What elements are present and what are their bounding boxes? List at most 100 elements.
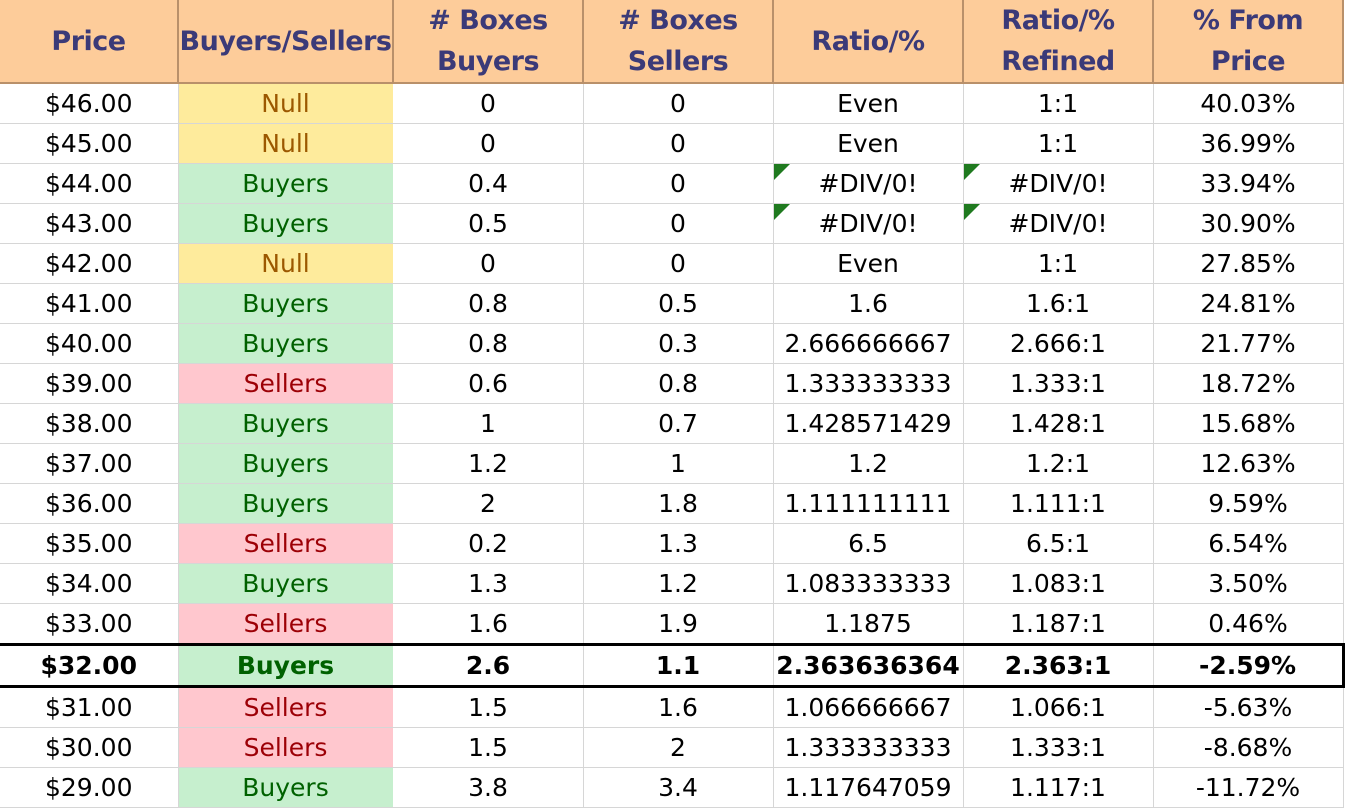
price-cell[interactable]: $44.00 bbox=[0, 163, 179, 204]
ratio-cell[interactable]: #DIV/0! bbox=[773, 203, 964, 244]
ratio-cell[interactable]: 1.6 bbox=[773, 283, 964, 324]
buyers-sellers-cell[interactable]: Sellers bbox=[178, 686, 393, 728]
ratio-cell[interactable]: 1.2 bbox=[773, 443, 964, 484]
price-cell[interactable]: $43.00 bbox=[0, 203, 179, 244]
buyers-sellers-cell[interactable]: Buyers bbox=[178, 563, 393, 604]
boxes-buyers-cell[interactable]: 0 bbox=[393, 123, 584, 164]
boxes-sellers-cell[interactable]: 0.8 bbox=[583, 363, 774, 404]
buyers-sellers-cell[interactable]: Buyers bbox=[178, 403, 393, 444]
boxes-buyers-cell[interactable]: 1.5 bbox=[393, 686, 584, 728]
buyers-sellers-cell[interactable]: Buyers bbox=[178, 767, 393, 808]
ratio-refined-cell[interactable]: 1.6:1 bbox=[963, 283, 1154, 324]
price-cell[interactable]: $39.00 bbox=[0, 363, 179, 404]
pct-from-price-cell[interactable]: 24.81% bbox=[1153, 283, 1344, 324]
pct-from-price-cell[interactable]: 30.90% bbox=[1153, 203, 1344, 244]
boxes-buyers-cell[interactable]: 0.5 bbox=[393, 203, 584, 244]
ratio-cell[interactable]: Even bbox=[773, 83, 964, 124]
header-boxes-sellers[interactable]: # Boxes Sellers bbox=[583, 0, 774, 84]
boxes-sellers-cell[interactable]: 1.3 bbox=[583, 523, 774, 564]
boxes-buyers-cell[interactable]: 1.3 bbox=[393, 563, 584, 604]
header-ratio[interactable]: Ratio/% bbox=[773, 0, 964, 84]
ratio-cell[interactable]: 1.333333333 bbox=[773, 727, 964, 768]
pct-from-price-cell[interactable]: 0.46% bbox=[1153, 603, 1344, 645]
pct-from-price-cell[interactable]: 9.59% bbox=[1153, 483, 1344, 524]
ratio-refined-cell[interactable]: 2.363:1 bbox=[963, 643, 1154, 688]
ratio-refined-cell[interactable]: 1.428:1 bbox=[963, 403, 1154, 444]
boxes-buyers-cell[interactable]: 0.2 bbox=[393, 523, 584, 564]
ratio-cell[interactable]: 1.428571429 bbox=[773, 403, 964, 444]
boxes-buyers-cell[interactable]: 1.2 bbox=[393, 443, 584, 484]
price-cell[interactable]: $31.00 bbox=[0, 686, 179, 728]
price-cell[interactable]: $42.00 bbox=[0, 243, 179, 284]
price-cell[interactable]: $29.00 bbox=[0, 767, 179, 808]
error-indicator-icon[interactable] bbox=[773, 164, 790, 180]
boxes-sellers-cell[interactable]: 0.7 bbox=[583, 403, 774, 444]
boxes-sellers-cell[interactable]: 0 bbox=[583, 203, 774, 244]
boxes-sellers-cell[interactable]: 0 bbox=[583, 243, 774, 284]
error-indicator-icon[interactable] bbox=[773, 204, 790, 220]
price-cell[interactable]: $36.00 bbox=[0, 483, 179, 524]
header-buyers-sellers[interactable]: Buyers/Sellers bbox=[178, 0, 394, 84]
boxes-sellers-cell[interactable]: 1 bbox=[583, 443, 774, 484]
boxes-sellers-cell[interactable]: 0 bbox=[583, 163, 774, 204]
header-boxes-buyers[interactable]: # Boxes Buyers bbox=[393, 0, 584, 84]
boxes-buyers-cell[interactable]: 0 bbox=[393, 83, 584, 124]
ratio-cell[interactable]: Even bbox=[773, 243, 964, 284]
header-pct-from-price[interactable]: % From Price bbox=[1153, 0, 1344, 84]
ratio-cell[interactable]: 1.083333333 bbox=[773, 563, 964, 604]
pct-from-price-cell[interactable]: -5.63% bbox=[1153, 686, 1344, 728]
ratio-refined-cell[interactable]: 2.666:1 bbox=[963, 323, 1154, 364]
ratio-cell[interactable]: 2.363636364 bbox=[773, 643, 964, 688]
buyers-sellers-cell[interactable]: Sellers bbox=[178, 363, 393, 404]
buyers-sellers-cell[interactable]: Buyers bbox=[178, 163, 393, 204]
boxes-sellers-cell[interactable]: 1.2 bbox=[583, 563, 774, 604]
boxes-buyers-cell[interactable]: 0.8 bbox=[393, 283, 584, 324]
buyers-sellers-cell[interactable]: Buyers bbox=[178, 643, 393, 688]
ratio-cell[interactable]: 1.1875 bbox=[773, 603, 964, 645]
ratio-cell[interactable]: 1.333333333 bbox=[773, 363, 964, 404]
buyers-sellers-cell[interactable]: Sellers bbox=[178, 727, 393, 768]
boxes-buyers-cell[interactable]: 1 bbox=[393, 403, 584, 444]
price-cell[interactable]: $32.00 bbox=[0, 643, 179, 688]
pct-from-price-cell[interactable]: -11.72% bbox=[1153, 767, 1344, 808]
boxes-sellers-cell[interactable]: 0.5 bbox=[583, 283, 774, 324]
price-cell[interactable]: $34.00 bbox=[0, 563, 179, 604]
price-cell[interactable]: $33.00 bbox=[0, 603, 179, 645]
header-ratio-refined[interactable]: Ratio/% Refined bbox=[963, 0, 1154, 84]
ratio-refined-cell[interactable]: 1:1 bbox=[963, 243, 1154, 284]
ratio-cell[interactable]: 1.111111111 bbox=[773, 483, 964, 524]
pct-from-price-cell[interactable]: 15.68% bbox=[1153, 403, 1344, 444]
ratio-cell[interactable]: 1.117647059 bbox=[773, 767, 964, 808]
ratio-cell[interactable]: 6.5 bbox=[773, 523, 964, 564]
boxes-sellers-cell[interactable]: 0 bbox=[583, 123, 774, 164]
ratio-refined-cell[interactable]: 1.083:1 bbox=[963, 563, 1154, 604]
ratio-refined-cell[interactable]: 1:1 bbox=[963, 123, 1154, 164]
buyers-sellers-cell[interactable]: Sellers bbox=[178, 603, 393, 645]
boxes-buyers-cell[interactable]: 3.8 bbox=[393, 767, 584, 808]
buyers-sellers-cell[interactable]: Buyers bbox=[178, 483, 393, 524]
ratio-refined-cell[interactable]: #DIV/0! bbox=[963, 163, 1154, 204]
boxes-sellers-cell[interactable]: 2 bbox=[583, 727, 774, 768]
boxes-sellers-cell[interactable]: 0.3 bbox=[583, 323, 774, 364]
pct-from-price-cell[interactable]: 40.03% bbox=[1153, 83, 1344, 124]
pct-from-price-cell[interactable]: 3.50% bbox=[1153, 563, 1344, 604]
ratio-cell[interactable]: Even bbox=[773, 123, 964, 164]
pct-from-price-cell[interactable]: -8.68% bbox=[1153, 727, 1344, 768]
error-indicator-icon[interactable] bbox=[963, 164, 980, 180]
buyers-sellers-cell[interactable]: Null bbox=[178, 123, 393, 164]
ratio-refined-cell[interactable]: 1.2:1 bbox=[963, 443, 1154, 484]
ratio-cell[interactable]: 1.066666667 bbox=[773, 686, 964, 728]
boxes-sellers-cell[interactable]: 1.1 bbox=[583, 643, 774, 688]
boxes-sellers-cell[interactable]: 1.9 bbox=[583, 603, 774, 645]
pct-from-price-cell[interactable]: 33.94% bbox=[1153, 163, 1344, 204]
pct-from-price-cell[interactable]: 18.72% bbox=[1153, 363, 1344, 404]
price-cell[interactable]: $41.00 bbox=[0, 283, 179, 324]
boxes-buyers-cell[interactable]: 0 bbox=[393, 243, 584, 284]
buyers-sellers-cell[interactable]: Null bbox=[178, 243, 393, 284]
pct-from-price-cell[interactable]: 6.54% bbox=[1153, 523, 1344, 564]
price-cell[interactable]: $38.00 bbox=[0, 403, 179, 444]
boxes-buyers-cell[interactable]: 1.6 bbox=[393, 603, 584, 645]
ratio-refined-cell[interactable]: 1.117:1 bbox=[963, 767, 1154, 808]
price-cell[interactable]: $30.00 bbox=[0, 727, 179, 768]
pct-from-price-cell[interactable]: -2.59% bbox=[1153, 643, 1345, 688]
